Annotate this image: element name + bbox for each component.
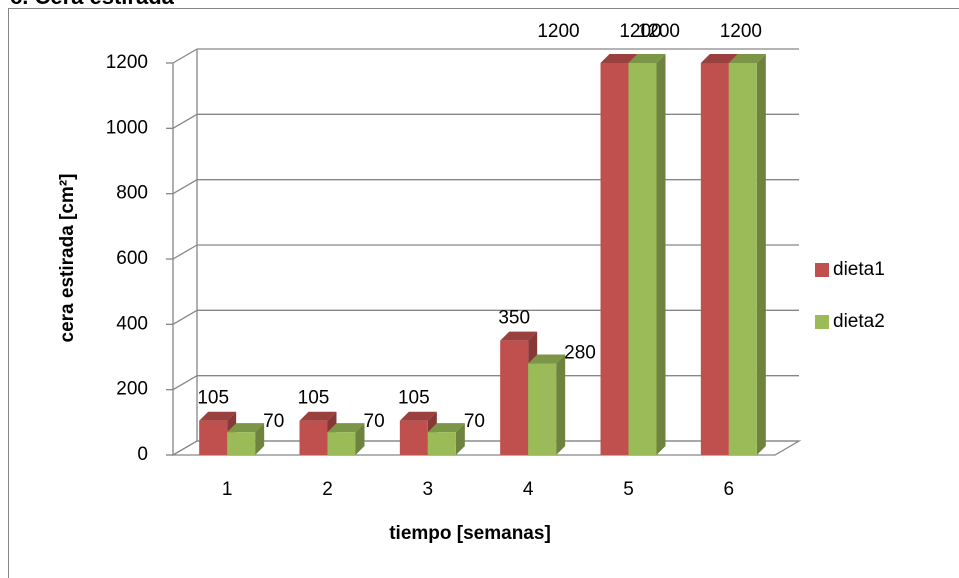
y-tick-label: 400: [116, 313, 148, 334]
data-label: 70: [263, 411, 284, 432]
bar-top: [427, 423, 465, 433]
grid-line: [172, 113, 198, 129]
chart-frame: [8, 8, 959, 578]
bar: [600, 63, 629, 455]
bar-side: [455, 423, 465, 455]
grid-line: [172, 375, 198, 391]
bar-top: [327, 423, 365, 433]
bar: [728, 63, 757, 455]
legend-swatch: [815, 263, 829, 277]
data-label: 280: [564, 343, 596, 364]
chart-title: c. Cera estirada: [10, 0, 175, 9]
bar-top: [299, 411, 337, 421]
data-label: 105: [197, 388, 229, 409]
x-tick-label: 4: [523, 479, 534, 500]
x-tick-label: 5: [623, 479, 634, 500]
x-tick-label: 2: [322, 479, 333, 500]
x-tick-label: 6: [724, 479, 735, 500]
grid-line: [172, 244, 198, 260]
y-tick-label: 800: [116, 183, 148, 204]
bar: [199, 420, 228, 455]
grid-line: [172, 179, 198, 195]
data-label: 105: [298, 388, 330, 409]
data-label: 1200: [720, 21, 762, 42]
y-axis-title: cera estirada [cm²]: [57, 174, 78, 343]
bar-top: [528, 354, 566, 364]
bar-side: [556, 354, 566, 455]
bar-top: [728, 54, 766, 63]
bar: [528, 363, 557, 455]
grid-line: [172, 440, 198, 456]
data-label: 105: [398, 388, 430, 409]
legend-swatch: [815, 315, 829, 329]
bar-side: [355, 423, 365, 455]
grid-line: [172, 309, 198, 325]
data-label: 1200: [638, 21, 680, 42]
x-tick-label: 3: [423, 479, 434, 500]
bar: [399, 420, 428, 455]
x-tick-label: 1: [222, 479, 233, 500]
bar-top: [600, 54, 638, 63]
bar: [700, 63, 729, 455]
bar-top: [500, 331, 538, 341]
y-tick-label: 600: [116, 248, 148, 269]
legend-label: dieta1: [833, 259, 885, 280]
bar-side: [656, 54, 666, 455]
bar-top: [628, 54, 666, 63]
bar-top: [227, 423, 265, 433]
bar-side: [255, 423, 265, 455]
data-label: 70: [464, 411, 485, 432]
bar-top: [700, 54, 738, 63]
data-label: 70: [364, 411, 385, 432]
x-axis-title: tiempo [semanas]: [389, 523, 551, 544]
y-tick-label: 1200: [106, 52, 148, 73]
bar: [427, 432, 456, 455]
bar: [227, 432, 256, 455]
bar: [500, 340, 529, 455]
y-tick-label: 1000: [106, 117, 148, 138]
legend-label: dieta2: [833, 311, 885, 332]
y-tick-label: 0: [137, 444, 148, 465]
data-label: 1200: [619, 21, 661, 42]
data-label: 1200: [537, 21, 579, 42]
bar: [299, 420, 328, 455]
y-tick-label: 200: [116, 379, 148, 400]
grid-line: [172, 48, 198, 64]
bar-side: [756, 54, 766, 455]
bar-top: [399, 411, 437, 421]
data-label: 350: [498, 308, 530, 329]
bar: [628, 63, 657, 455]
bar: [327, 432, 356, 455]
bar-top: [199, 411, 237, 421]
